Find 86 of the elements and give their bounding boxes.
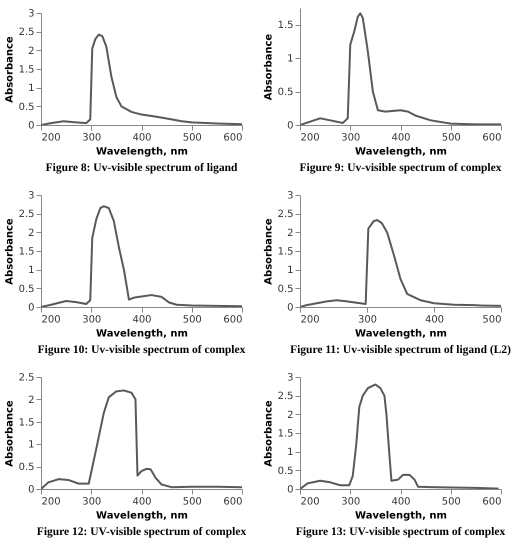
y-tick-label: 2 [28,46,34,57]
x-tick-label: 300 [341,496,360,508]
text: Figure 8: Uv-visible spectrum of ligand [46,162,238,174]
x-tick-label: 600 [223,496,242,508]
y-tick-label: 3 [287,190,294,202]
text: Figure 10: Uv-visible spectrum of complex [38,344,246,356]
y-tick-label: 1 [287,447,294,458]
y-tick-label: 0 [28,484,34,496]
x-tick-label: 200 [300,314,320,326]
y-tick-label: 0.5 [18,462,34,474]
y-tick-label: 1.5 [18,246,34,258]
x-axis-title: Wavelength, nm [355,510,447,522]
x-axis-title: Wavelength, nm [96,510,188,522]
y-axis-title: Absorbance [4,218,16,285]
x-tick-label: 500 [442,132,461,144]
y-tick-label: 2 [28,394,34,406]
x-tick-label: 200 [300,132,320,144]
x-tick-label: 300 [341,132,360,144]
y-tick-label: 1 [28,440,34,451]
y-tick-label: 1.5 [18,417,34,428]
y-tick-label: 1.5 [278,428,294,440]
x-tick-label: 500 [182,314,202,326]
x-tick-label: 300 [82,132,102,144]
x-tick-label: 400 [391,132,411,144]
x-tick-label: 400 [424,314,444,326]
x-tick-label: 200 [42,496,61,508]
y-tick-label: 2.5 [18,27,34,38]
y-tick-label: 2 [287,410,294,421]
text: Figure 12: UV-visible spectrum of complex [36,526,246,538]
y-tick-label: 1.5 [278,246,294,258]
y-tick-label: 1 [28,83,34,94]
x-tick-label: 500 [482,314,502,326]
x-tick-label: 200 [42,132,61,144]
y-tick-label: 0 [28,120,34,132]
y-tick-label: 0.5 [18,102,34,113]
x-tick-label: 400 [391,496,411,508]
x-axis-title: Wavelength, nm [355,328,447,340]
y-axis-title: Absorbance [264,400,275,467]
line-series [300,383,500,489]
y-axis-title: Absorbance [264,218,275,285]
y-tick-label: 0.5 [278,87,294,98]
y-tick-label: 3 [28,190,34,202]
y-tick-label: 1 [287,265,294,276]
text: Figure 13: UV-visible spectrum of complex [296,526,506,538]
x-tick-label: 300 [358,314,378,326]
x-tick-label: 400 [132,496,152,508]
y-tick-label: 1 [28,265,34,276]
y-tick-label: 2.5 [278,391,294,402]
y-tick-label: 2 [287,228,294,239]
x-axis-title: Wavelength, nm [96,146,188,158]
x-tick-label: 200 [42,314,61,326]
y-tick-label: 0 [287,120,294,132]
text: Figure 9: Uv-visible spectrum of complex [300,162,502,174]
x-tick-label: 300 [82,314,102,326]
y-tick-label: 3 [287,372,294,384]
y-tick-label: 0 [287,484,294,496]
y-tick-label: 3 [28,8,34,20]
x-axis-title: Wavelength, nm [96,328,188,340]
x-tick-label: 300 [82,496,102,508]
x-tick-label: 600 [482,496,502,508]
y-tick-label: 1.5 [278,20,294,32]
y-tick-label: 2.5 [18,209,34,220]
y-tick-label: 0.5 [278,284,294,295]
y-tick-label: 0.5 [278,466,294,477]
y-axis-title: Absorbance [4,400,16,467]
x-tick-label: 600 [482,132,502,144]
y-tick-label: 1.5 [18,64,34,76]
y-tick-label: 2.5 [18,372,34,384]
x-tick-label: 500 [182,132,202,144]
x-tick-label: 500 [182,496,202,508]
text: Figure 11: Uv-visible spectrum of ligand (L2) [290,344,512,356]
y-tick-label: 2.5 [278,209,294,220]
y-tick-label: 2 [28,228,34,239]
y-tick-label: 1 [287,54,294,65]
x-tick-label: 400 [132,314,152,326]
x-tick-label: 400 [132,132,152,144]
y-axis-title: Absorbance [4,36,16,103]
x-tick-label: 200 [300,496,320,508]
y-tick-label: 0 [28,302,34,314]
x-tick-label: 600 [223,132,242,144]
y-axis-title: Absorbance [264,34,275,100]
x-tick-label: 600 [223,314,242,326]
y-tick-label: 0.5 [18,284,34,295]
y-tick-label: 0 [287,302,294,314]
x-axis-title: Wavelength, nm [355,146,447,158]
x-tick-label: 500 [442,496,461,508]
